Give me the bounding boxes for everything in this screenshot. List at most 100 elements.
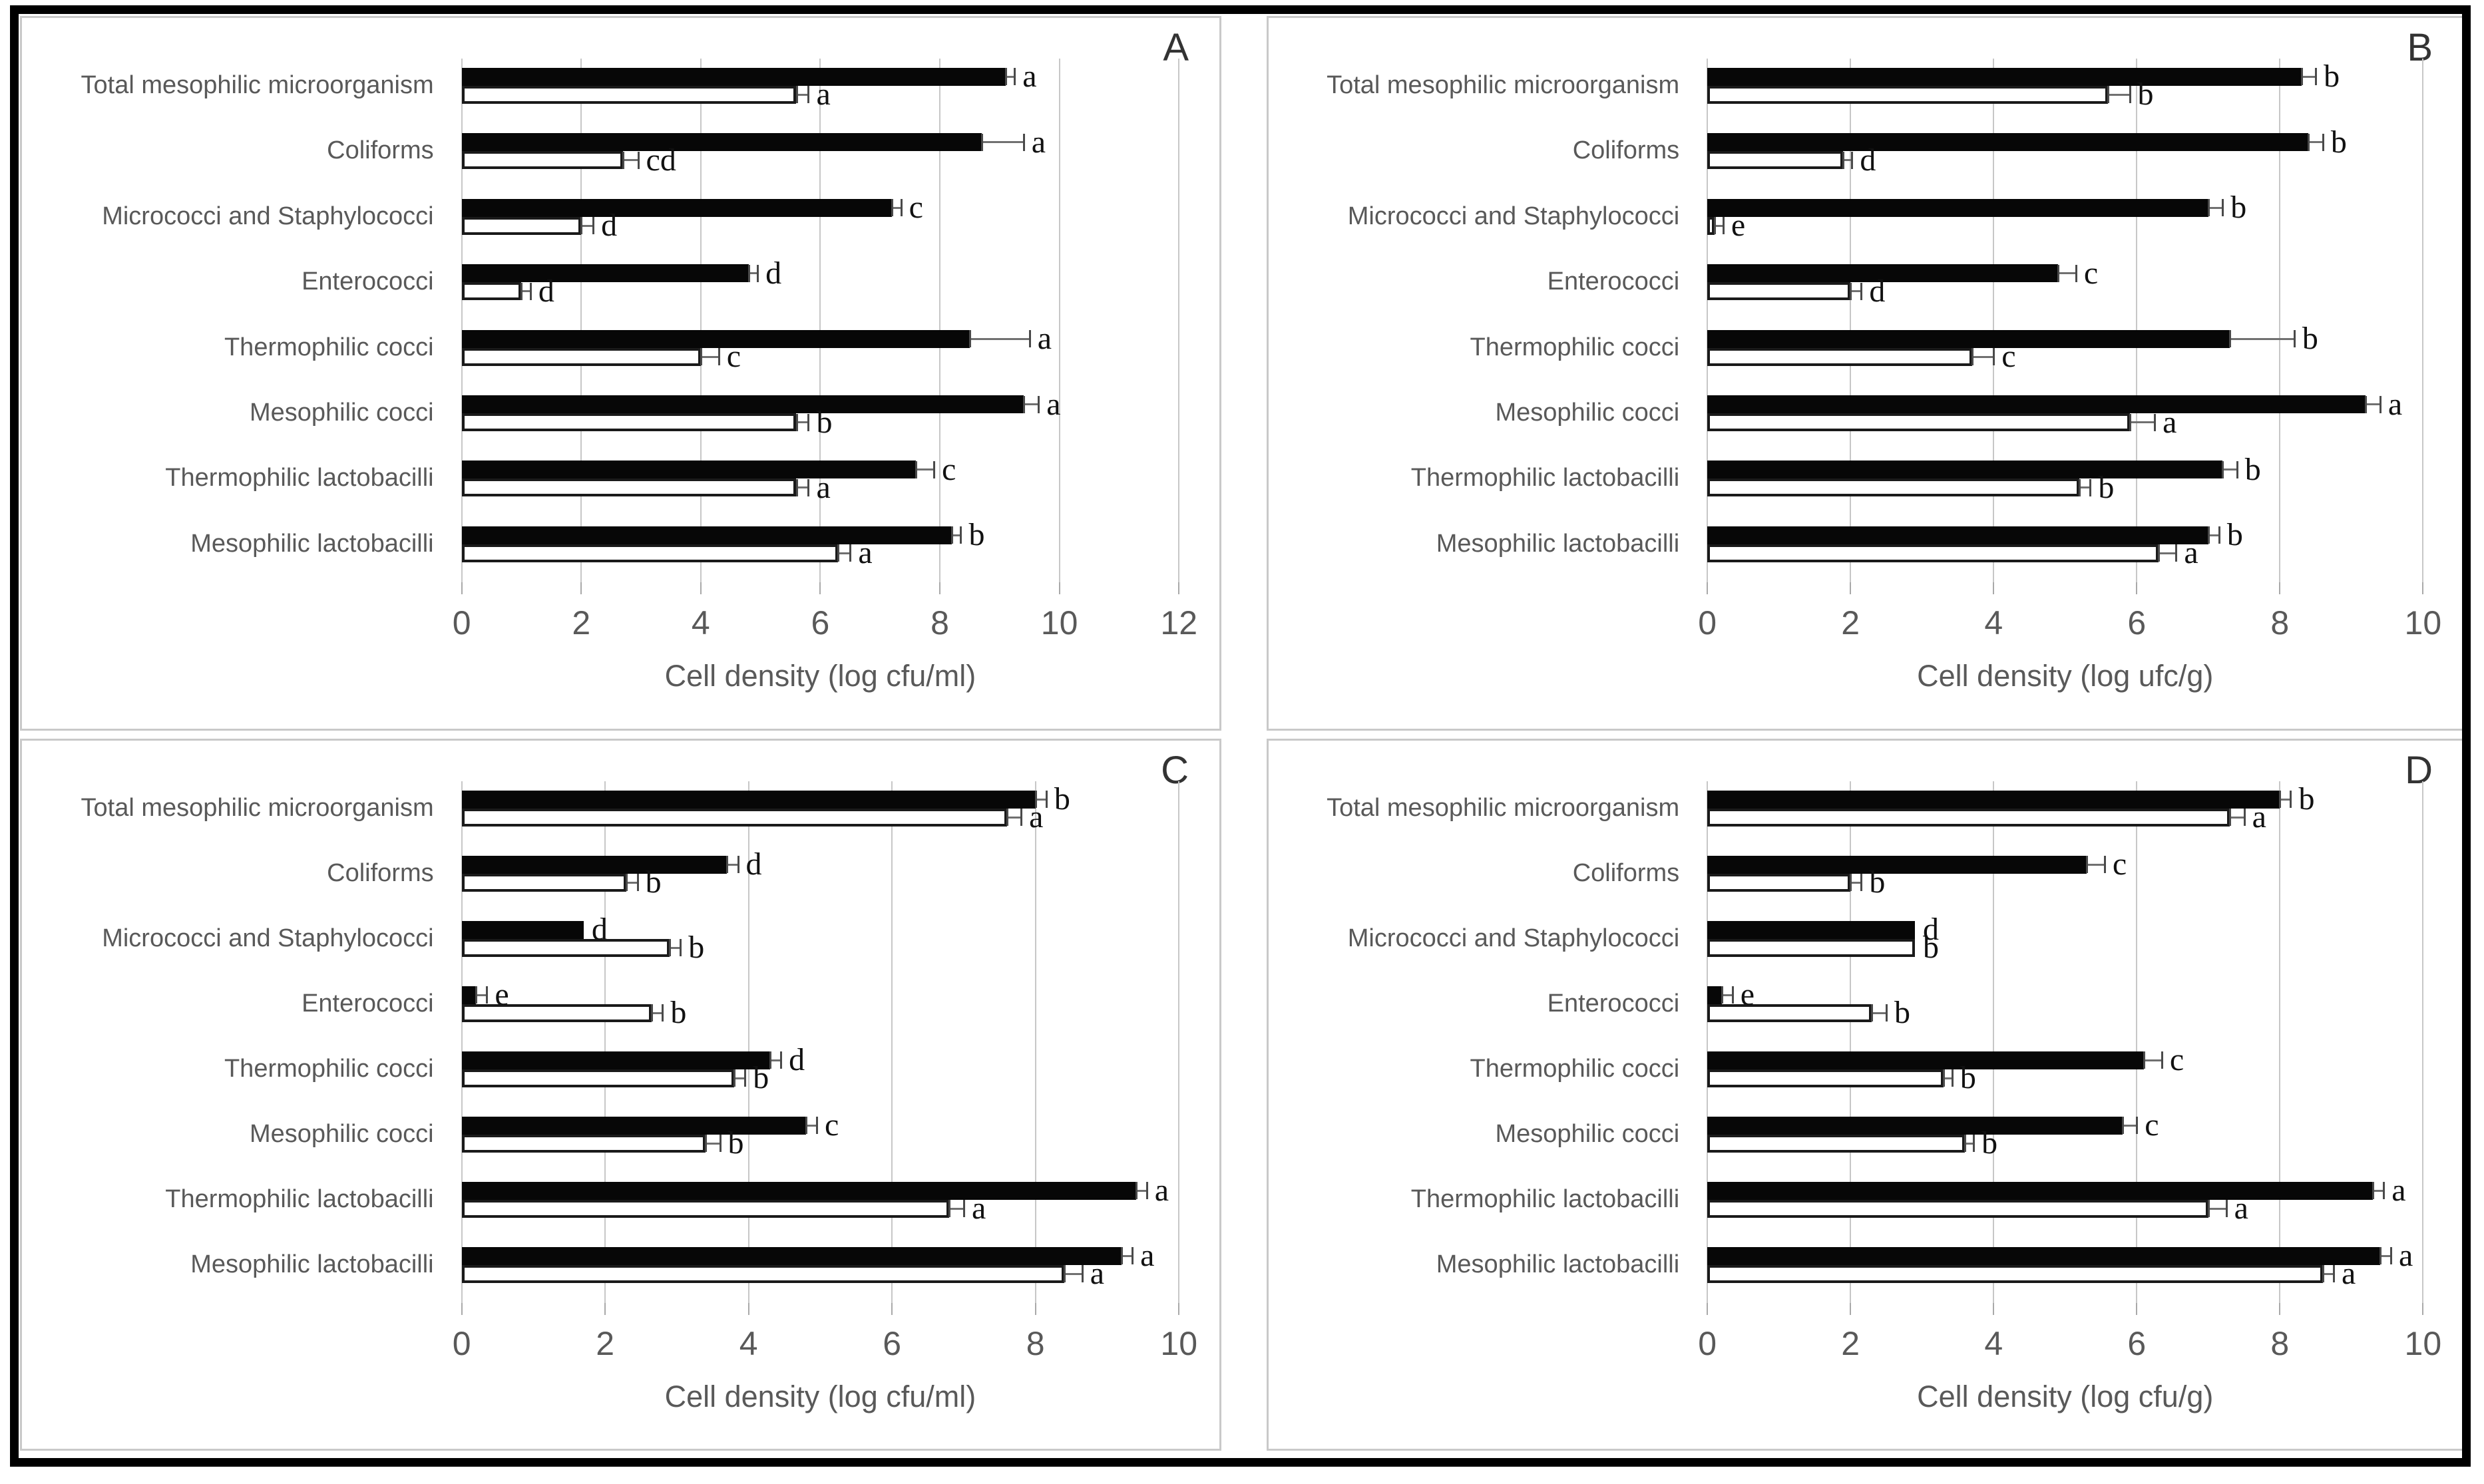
significance-letter: e: [1740, 977, 1755, 1013]
error-bar-line: [2122, 1124, 2137, 1127]
significance-letter: d: [1869, 273, 1886, 309]
bar-white-series: [461, 1199, 950, 1218]
significance-letter: a: [2184, 535, 2198, 571]
x-axis-tick-label: 4: [1984, 1325, 2003, 1363]
x-axis-tick-label: 4: [691, 604, 710, 642]
panel-b: B 0 2 4 6 8 10 Cell density (log ufc/g) Total me…: [1267, 16, 2465, 731]
significance-letter: c: [2112, 846, 2127, 882]
error-bar-cap-right: [2383, 1182, 2385, 1200]
bar-black-series: [1707, 395, 2366, 414]
bar-white-series: [1707, 282, 1851, 301]
x-axis-tick-label: 6: [2127, 604, 2147, 642]
significance-letter: d: [601, 208, 618, 244]
error-bar-line: [892, 206, 901, 209]
error-bar-cap-right: [1145, 1182, 1148, 1200]
significance-letter: a: [1031, 124, 1046, 160]
bar-black-series: [461, 1051, 770, 1069]
gridline: [461, 781, 463, 1304]
significance-letter: b: [2330, 124, 2347, 160]
error-bar-line: [748, 272, 758, 275]
error-bar-cap-right: [1731, 986, 1734, 1004]
error-bar-cap-left: [795, 86, 798, 104]
error-bar-cap-right: [2161, 1051, 2163, 1069]
error-bar-cap-right: [2222, 199, 2224, 217]
bar-black-series: [461, 790, 1036, 809]
significance-letter: b: [2137, 77, 2154, 112]
bar-white-series: [1707, 544, 2159, 562]
significance-letter: c: [2169, 1042, 2184, 1078]
error-bar-line: [1721, 994, 1733, 996]
error-bar-cap-left: [580, 217, 583, 235]
x-axis-title: Cell density (log cfu/ml): [664, 659, 976, 693]
error-bar-cap-right: [1860, 282, 1863, 300]
x-axis-tick-label: 8: [2270, 604, 2290, 642]
category-label: Mesophilic cocci: [249, 399, 434, 427]
axis-tick-mark: [1178, 1303, 1180, 1316]
significance-letter: b: [2302, 321, 2318, 357]
panel-letter: B: [2407, 26, 2433, 69]
error-bar-cap-left: [2086, 856, 2089, 874]
error-bar-line: [2366, 403, 2380, 406]
error-bar-cap-right: [662, 1004, 664, 1022]
error-bar-cap-right: [529, 282, 532, 300]
significance-letter: b: [816, 404, 833, 440]
bar-white-series: [461, 413, 797, 432]
category-label: Total mesophilic microorganism: [1327, 71, 1680, 100]
bar-black-series: [1707, 790, 2280, 809]
error-bar-line: [623, 159, 638, 162]
significance-letter: a: [2252, 799, 2266, 835]
error-bar-line: [581, 224, 594, 227]
axis-tick-mark: [1850, 582, 1852, 595]
error-bar-cap-left: [1942, 1069, 1945, 1087]
category-label: Mesophilic cocci: [249, 1119, 434, 1148]
bar-black-series: [461, 329, 970, 348]
error-bar-cap-left: [1004, 68, 1007, 86]
error-bar-cap-left: [1871, 1004, 1874, 1022]
error-bar-cap-right: [592, 217, 595, 235]
significance-letter: a: [2391, 1173, 2406, 1208]
error-bar-cap-right: [1132, 1247, 1134, 1265]
significance-letter: c: [726, 339, 741, 375]
error-bar-cap-left: [700, 348, 702, 366]
significance-letter: a: [1037, 321, 1052, 357]
error-bar-cap-right: [2089, 478, 2092, 496]
category-label: Enterococci: [1547, 268, 1680, 296]
significance-letter: a: [816, 469, 831, 505]
significance-letter: e: [1731, 208, 1746, 244]
gridline: [461, 59, 463, 583]
error-bar-line: [734, 1077, 745, 1079]
gridline: [1850, 59, 1852, 583]
bar-white-series: [1707, 873, 1851, 892]
x-axis-tick-label: 10: [2404, 604, 2442, 642]
significance-letter: b: [645, 864, 662, 900]
x-axis-tick-label: 10: [1040, 604, 1078, 642]
category-label: Total mesophilic microorganism: [81, 71, 434, 100]
error-bar-cap-left: [1850, 282, 1852, 300]
gridline: [2422, 781, 2424, 1304]
error-bar-cap-left: [2121, 1117, 2124, 1135]
error-bar-line: [1122, 1254, 1133, 1257]
category-label: Coliforms: [327, 136, 434, 165]
category-label: Coliforms: [327, 858, 434, 887]
bar-white-series: [1707, 347, 1972, 366]
bar-white-series: [1707, 478, 2080, 497]
x-axis-title: Cell density (log ufc/g): [1917, 659, 2214, 693]
axis-tick-mark: [461, 1303, 463, 1316]
error-bar-cap-left: [2308, 133, 2310, 151]
error-bar-line: [2301, 75, 2316, 78]
panel-letter: D: [2405, 749, 2433, 792]
significance-letter: b: [688, 930, 705, 966]
error-bar-cap-right: [2129, 86, 2131, 104]
error-bar-line: [951, 534, 961, 536]
significance-letter: a: [2234, 1191, 2248, 1226]
category-label: Thermophilic cocci: [1470, 333, 1680, 361]
category-label: Thermophilic lactobacilli: [1410, 464, 1680, 492]
error-bar-line: [700, 355, 719, 358]
error-bar-cap-left: [2300, 68, 2303, 86]
panel-d: D 0 2 4 6 8 10 Cell density (log cfu/g) Total me…: [1267, 739, 2465, 1451]
error-bar-cap-right: [2225, 1200, 2228, 1218]
error-bar-line: [2308, 141, 2323, 144]
bar-black-series: [461, 133, 982, 152]
x-axis-tick-label: 4: [739, 1325, 758, 1363]
